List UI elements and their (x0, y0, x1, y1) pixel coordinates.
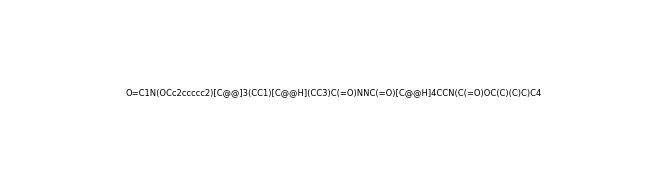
Text: O=C1N(OCc2ccccc2)[C@@]3(CC1)[C@@H](CC3)C(=O)NNC(=O)[C@@H]4CCN(C(=O)OC(C)(C)C)C4: O=C1N(OCc2ccccc2)[C@@]3(CC1)[C@@H](CC3)C… (125, 89, 542, 97)
